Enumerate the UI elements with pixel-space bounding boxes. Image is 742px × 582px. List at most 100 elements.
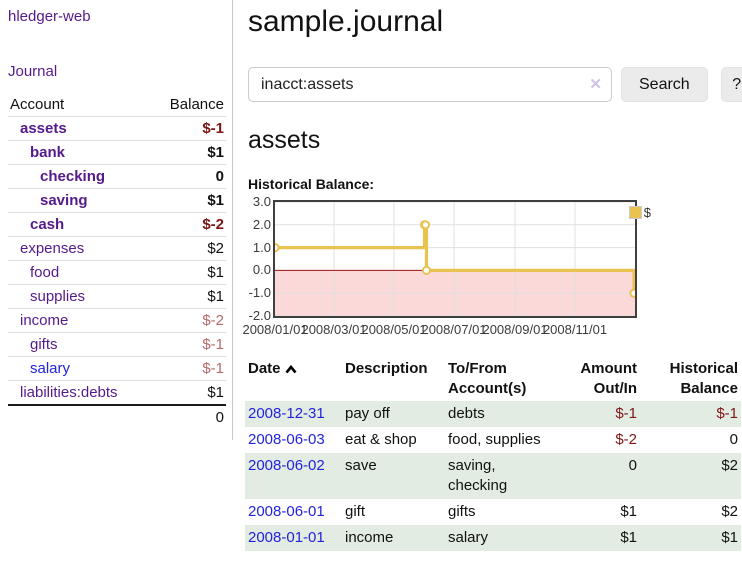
accounts-table: Account Balance assets $-1 bank $1 check… <box>8 94 226 429</box>
account-balance: $-1 <box>150 356 226 381</box>
account-balance: $1 <box>150 260 226 285</box>
account-link-assets[interactable]: assets <box>20 120 67 137</box>
account-row: supplies $1 <box>8 284 226 309</box>
account-row: saving $1 <box>8 188 226 213</box>
account-row: gifts $-1 <box>8 332 226 357</box>
y-tick-label: 3.0 <box>252 194 271 209</box>
transaction-amount: $-2 <box>615 431 637 448</box>
accounts-total-balance: 0 <box>150 404 226 429</box>
x-tick-label: 2008/07/01 <box>421 322 487 337</box>
account-balance: $-2 <box>150 212 226 237</box>
account-link-gifts[interactable]: gifts <box>30 336 58 353</box>
account-row: expenses $2 <box>8 236 226 261</box>
transaction-accounts: salary <box>448 529 489 546</box>
table-row: 2008-06-03 eat & shop food, supplies $-2… <box>245 427 741 453</box>
transaction-description: eat & shop <box>345 431 417 448</box>
transaction-balance: $2 <box>721 503 738 520</box>
transaction-date-link[interactable]: 2008-01-01 <box>248 529 325 546</box>
transaction-date-link[interactable]: 2008-06-03 <box>248 431 325 448</box>
account-balance: $-1 <box>150 332 226 357</box>
accounts-header-row: Account Balance <box>8 94 226 117</box>
clear-search-icon[interactable]: ✕ <box>589 76 602 93</box>
account-link-expenses[interactable]: expenses <box>20 240 85 257</box>
chart-title: Historical Balance: <box>248 176 375 192</box>
register-header-row: Date Description To/From Account(s) Amou… <box>245 357 741 401</box>
app-title-link[interactable]: hledger-web <box>8 8 91 25</box>
x-tick-label: 2008/03/01 <box>301 322 367 337</box>
transaction-amount: $-1 <box>615 405 637 422</box>
plot-area <box>273 200 637 318</box>
search-input[interactable] <box>248 67 612 102</box>
account-balance: $1 <box>150 284 226 309</box>
help-button[interactable]: ? <box>720 67 742 102</box>
transaction-balance: 0 <box>729 431 738 448</box>
page: hledger-web Journal Account Balance asse… <box>0 0 742 551</box>
account-row: salary $-1 <box>8 356 226 381</box>
main-content: sample.journal ✕ Search ? assets Histori… <box>233 0 742 551</box>
transaction-description: gift <box>345 503 366 520</box>
transaction-description: pay off <box>345 405 390 422</box>
sidebar-item-journal[interactable]: Journal <box>8 63 58 80</box>
legend-swatch-icon <box>628 206 642 219</box>
header-account: To/From Account(s) <box>448 360 527 397</box>
account-link-liabilities-debts[interactable]: liabilities:debts <box>20 384 118 401</box>
legend-label: $ <box>643 205 651 220</box>
account-heading: assets <box>248 126 321 154</box>
account-link-salary[interactable]: salary <box>30 360 71 377</box>
account-row: liabilities:debts $1 <box>8 380 226 405</box>
transaction-date-link[interactable]: 2008-06-02 <box>248 457 325 474</box>
sort-asc-icon <box>285 364 297 374</box>
account-link-supplies[interactable]: supplies <box>30 288 86 305</box>
header-amount: Amount Out/In <box>580 360 637 397</box>
y-tick-label: 1.0 <box>252 239 271 255</box>
chart-canvas <box>275 202 635 316</box>
account-link-saving[interactable]: saving <box>40 192 88 209</box>
table-row: 2008-01-01 income salary $1 $1 <box>245 525 741 551</box>
account-link-bank[interactable]: bank <box>30 144 66 161</box>
transaction-amount: $1 <box>620 503 637 520</box>
register-table: Date Description To/From Account(s) Amou… <box>245 357 741 551</box>
transaction-balance: $-1 <box>716 405 738 422</box>
y-tick-label: -1.0 <box>248 285 271 301</box>
x-tick-label: 2008/11/01 <box>542 322 608 337</box>
account-link-checking[interactable]: checking <box>40 168 106 185</box>
x-tick-label: 2008/05/01 <box>361 322 427 337</box>
sidebar: hledger-web Journal Account Balance asse… <box>0 0 233 440</box>
transaction-description: income <box>345 529 394 546</box>
header-date[interactable]: Date <box>245 357 342 401</box>
transaction-balance: $1 <box>721 529 738 546</box>
account-row: assets $-1 <box>8 116 226 141</box>
account-balance: $1 <box>150 140 226 165</box>
transaction-amount: 0 <box>628 457 637 474</box>
account-row: food $1 <box>8 260 226 285</box>
transaction-accounts: gifts <box>448 503 476 520</box>
account-row: bank $1 <box>8 140 226 165</box>
account-link-food[interactable]: food <box>30 264 60 281</box>
header-description: Description <box>345 360 428 377</box>
search-button[interactable]: Search <box>621 67 708 102</box>
search-form: ✕ Search ? <box>248 67 742 102</box>
transaction-accounts: saving, checking <box>448 457 508 494</box>
transaction-balance: $2 <box>721 457 738 474</box>
chart-legend: $ <box>628 205 651 220</box>
account-link-income[interactable]: income <box>20 312 69 329</box>
transaction-accounts: food, supplies <box>448 431 541 448</box>
transaction-date-link[interactable]: 2008-12-31 <box>248 405 325 422</box>
account-balance: $-1 <box>150 116 226 141</box>
transaction-date-link[interactable]: 2008-06-01 <box>248 503 325 520</box>
account-link-cash[interactable]: cash <box>30 216 65 233</box>
account-row: checking 0 <box>8 164 226 189</box>
transaction-accounts: debts <box>448 405 485 422</box>
search-box: ✕ <box>248 67 612 102</box>
table-row: 2008-12-31 pay off debts $-1 $-1 <box>245 401 741 427</box>
y-tick-label: -2.0 <box>248 308 271 323</box>
transaction-amount: $1 <box>620 529 637 546</box>
accounts-header-balance: Balance <box>169 96 224 113</box>
x-tick-label: 2008/09/01 <box>482 322 548 337</box>
accounts-header-account: Account <box>10 96 65 113</box>
header-balance: Historical Balance <box>669 360 738 397</box>
historical-balance-chart: 3.0 2.0 1.0 0.0 -1.0 -2.0 $ 2008/01/01 2008/03… <box>238 195 658 340</box>
table-row: 2008-06-02 save saving, checking 0 $2 <box>245 453 741 499</box>
page-title: sample.journal <box>248 5 444 38</box>
transaction-description: save <box>345 457 377 474</box>
